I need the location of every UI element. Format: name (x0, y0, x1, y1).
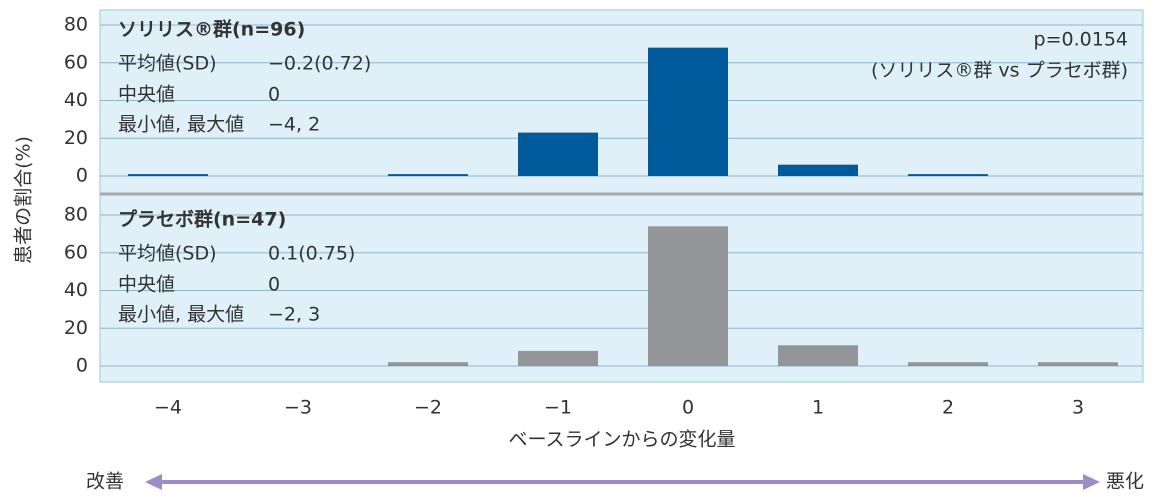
stat-label: 最小値, 最大値 (118, 304, 244, 326)
x-tick-label: −2 (414, 397, 442, 419)
stat-label: 平均値(SD) (118, 243, 217, 265)
x-tick-label: −4 (154, 397, 182, 419)
y-tick-label: 20 (64, 127, 88, 149)
x-tick-label: −3 (284, 397, 312, 419)
arrow-left-label: 改善 (86, 471, 124, 493)
stat-value: −0.2(0.72) (268, 53, 371, 75)
bar (128, 174, 208, 176)
x-tick-label: 0 (682, 397, 694, 419)
y-tick-label: 80 (64, 14, 88, 36)
plot-background (99, 9, 1144, 383)
arrow-head-left (145, 474, 162, 490)
y-tick-label: 40 (64, 279, 88, 301)
bar (388, 362, 468, 366)
y-tick-label: 60 (64, 241, 88, 263)
stat-value: 0 (268, 84, 280, 106)
x-tick-label: 1 (812, 397, 824, 419)
stat-label: 中央値 (118, 84, 175, 106)
stat-value: −2, 3 (268, 304, 320, 326)
stat-label: 最小値, 最大値 (118, 114, 244, 136)
annotation: (ソリリス®群 vs プラセボ群) (871, 60, 1128, 82)
stat-value: 0 (268, 274, 280, 296)
stat-label: 平均値(SD) (118, 53, 217, 75)
y-tick-label: 20 (64, 317, 88, 339)
x-axis-label: ベースラインからの変化量 (508, 429, 735, 451)
y-tick-label: 0 (76, 355, 88, 377)
x-tick-label: 3 (1072, 397, 1084, 419)
stat-value: 0.1(0.75) (268, 243, 355, 265)
bar (778, 345, 858, 366)
bar (908, 362, 988, 366)
stat-label: 中央値 (118, 274, 175, 296)
bar (518, 350, 598, 366)
y-tick-label: 40 (64, 89, 88, 111)
stat-value: −4, 2 (268, 114, 320, 136)
bar (518, 132, 598, 176)
arrow-right-label: 悪化 (1106, 471, 1144, 493)
bar (778, 164, 858, 176)
annotation: p=0.0154 (1034, 29, 1128, 51)
bar (1038, 362, 1118, 366)
x-tick-label: −1 (544, 397, 572, 419)
y-axis-label: 患者の割合(%) (13, 136, 35, 264)
y-tick-label: 0 (76, 165, 88, 187)
bar (908, 174, 988, 176)
y-tick-label: 80 (64, 204, 88, 226)
arrow-head-right (1083, 474, 1100, 490)
bar (388, 174, 468, 176)
panel-title: ソリリス®群(n=96) (118, 18, 305, 41)
y-tick-label: 60 (64, 51, 88, 73)
bar (648, 47, 728, 177)
x-tick-label: 2 (942, 397, 954, 419)
panel-title: プラセボ群(n=47) (118, 208, 286, 231)
bar (648, 226, 728, 366)
